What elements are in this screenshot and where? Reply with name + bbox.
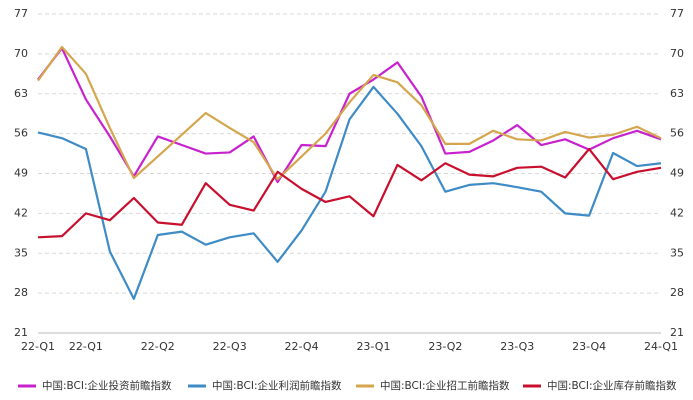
y2-tick-label: 21: [670, 326, 684, 339]
x-tick-label: 24-Q1: [644, 340, 678, 353]
x-tick-label: 22-Q1: [21, 340, 55, 353]
x-tick-label: 23-Q3: [500, 340, 534, 353]
y2-tick-label: 49: [670, 167, 684, 180]
x-tick-label: 23-Q1: [356, 340, 390, 353]
y2-tick-label: 35: [670, 246, 684, 259]
line-series: [37, 85, 662, 300]
y2-tick-label: 77: [670, 7, 684, 20]
line-series: [37, 45, 662, 181]
y-tick-label: 49: [14, 167, 28, 180]
y2-tick-label: 70: [670, 47, 684, 60]
y2-tick-label: 28: [670, 286, 684, 299]
legend-label: 中国:BCI:企业招工前瞻指数: [380, 379, 510, 392]
y-tick-label: 63: [14, 87, 28, 100]
y-tick-label: 70: [14, 47, 28, 60]
y-tick-label: 28: [14, 286, 28, 299]
x-tick-label: 23-Q2: [428, 340, 462, 353]
y-tick-label: 56: [14, 127, 28, 140]
x-tick-label: 22-Q4: [285, 340, 319, 353]
y-tick-label: 35: [14, 246, 28, 259]
x-tick-label: 22-Q3: [213, 340, 247, 353]
legend-label: 中国:BCI:企业库存前瞻指数: [547, 379, 677, 392]
line-series: [37, 147, 662, 239]
y-tick-label: 21: [14, 326, 28, 339]
y-tick-label: 42: [14, 206, 28, 219]
y2-tick-label: 42: [670, 206, 684, 219]
x-tick-label: 22-Q2: [141, 340, 175, 353]
y-tick-label: 77: [14, 7, 28, 20]
legend-label: 中国:BCI:企业利润前瞻指数: [212, 379, 342, 392]
y2-tick-label: 63: [670, 87, 684, 100]
legend-label: 中国:BCI:企业投资前瞻指数: [42, 379, 172, 392]
x-tick-label: 23-Q4: [572, 340, 606, 353]
line-series: [37, 47, 662, 184]
y2-tick-label: 56: [670, 127, 684, 140]
x-tick-label: 22-Q1: [69, 340, 103, 353]
